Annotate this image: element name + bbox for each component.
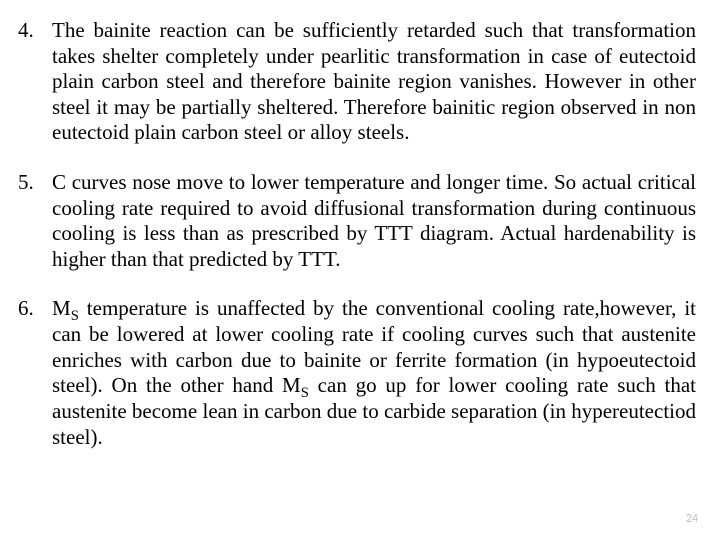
item-body: MS temperature is unaffected by the conv… — [52, 296, 696, 450]
item-body: The bainite reaction can be sufficiently… — [52, 18, 696, 146]
list-item: 5. C curves nose move to lower temperatu… — [18, 170, 696, 272]
item-number: 4. — [18, 18, 52, 146]
slide-page: 4. The bainite reaction can be sufficien… — [0, 0, 720, 540]
item-body: C curves nose move to lower temperature … — [52, 170, 696, 272]
list-item: 6. MS temperature is unaffected by the c… — [18, 296, 696, 450]
page-number: 24 — [686, 512, 698, 526]
item-number: 5. — [18, 170, 52, 272]
item-number: 6. — [18, 296, 52, 450]
list-item: 4. The bainite reaction can be sufficien… — [18, 18, 696, 146]
